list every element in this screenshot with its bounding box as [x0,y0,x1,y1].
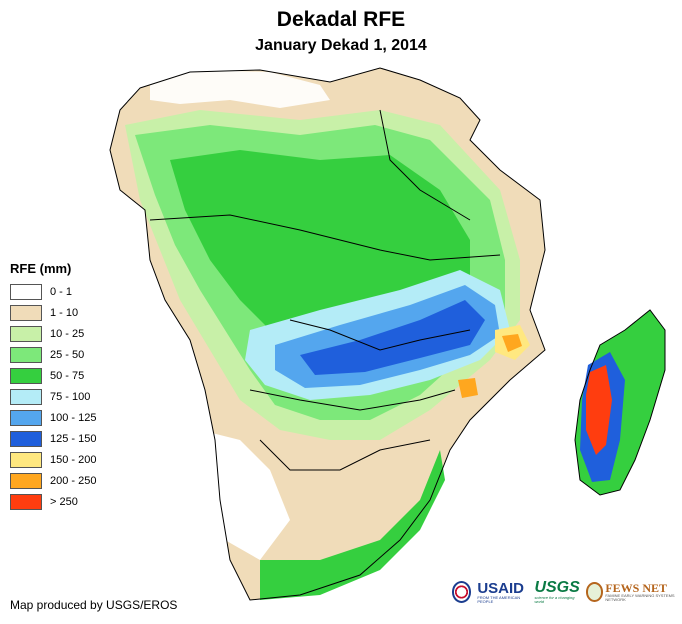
legend-label: 10 - 25 [50,327,85,340]
legend-item: 100 - 125 [10,407,96,428]
legend-item: 75 - 100 [10,386,96,407]
legend-label: 50 - 75 [50,369,85,382]
country-border [574,309,666,496]
logo-strip: USAID FROM THE AMERICAN PEOPLE USGS scie… [452,580,682,604]
heavy-rain-patch-mozambique-core [502,334,522,352]
legend-title: RFE (mm) [10,261,72,276]
fews-net-logo: FEWS NET FAMINE EARLY WARNING SYSTEMS NE… [585,582,682,602]
country-border [149,214,501,261]
legend-label: 125 - 150 [50,432,97,445]
heavy-rain-patch-south [458,378,478,398]
legend-swatch [10,493,42,510]
legend-swatch [10,283,42,300]
country-border [109,67,546,601]
legend-item: 25 - 50 [10,344,96,365]
northern-dry-area [150,70,330,108]
legend-swatch [10,346,42,363]
legend-swatch [10,472,42,489]
legend: RFE (mm) 0 - 1 1 - 10 10 - 25 25 - 50 50 - 7… [10,261,96,512]
legend-item: 200 - 250 [10,470,96,491]
legend-item: 10 - 25 [10,323,96,344]
legend-swatch [10,304,42,321]
map-subtitle: January Dekad 1, 2014 [255,37,427,54]
credit-text: Map produced by USGS/EROS [10,598,178,612]
southern-green-coast [260,450,445,600]
legend-swatch [10,388,42,405]
country-border [249,389,456,411]
legend-label: 1 - 10 [50,306,79,319]
legend-swatch [10,430,42,447]
globe-icon [585,582,604,602]
legend-label: 200 - 250 [50,474,97,487]
legend-label: 75 - 100 [50,390,91,403]
usaid-seal-icon [452,581,472,603]
dark-blue-band [300,300,485,375]
country-border [259,439,431,471]
legend-item: > 250 [10,491,96,512]
legend-label: 25 - 50 [50,348,85,361]
legend-item: 1 - 10 [10,302,96,323]
legend-item: 125 - 150 [10,428,96,449]
usgs-logo: USGS science for a changing world [534,579,580,604]
legend-item: 0 - 1 [10,281,96,302]
country-border [379,109,471,221]
legend-label: 150 - 200 [50,453,97,466]
map-title: Dekadal RFE [276,8,406,31]
legend-label: 0 - 1 [50,285,73,298]
legend-swatch [10,451,42,468]
madagascar-heavy [586,365,612,455]
legend-label: > 250 [50,495,78,508]
country-border [289,319,471,351]
legend-label: 100 - 125 [50,411,97,424]
legend-swatch [10,325,42,342]
legend-swatch [10,367,42,384]
usaid-logo: USAID FROM THE AMERICAN PEOPLE [477,579,525,604]
legend-item: 50 - 75 [10,365,96,386]
legend-swatch [10,409,42,426]
legend-item: 150 - 200 [10,449,96,470]
southern-dry-area [200,430,290,560]
